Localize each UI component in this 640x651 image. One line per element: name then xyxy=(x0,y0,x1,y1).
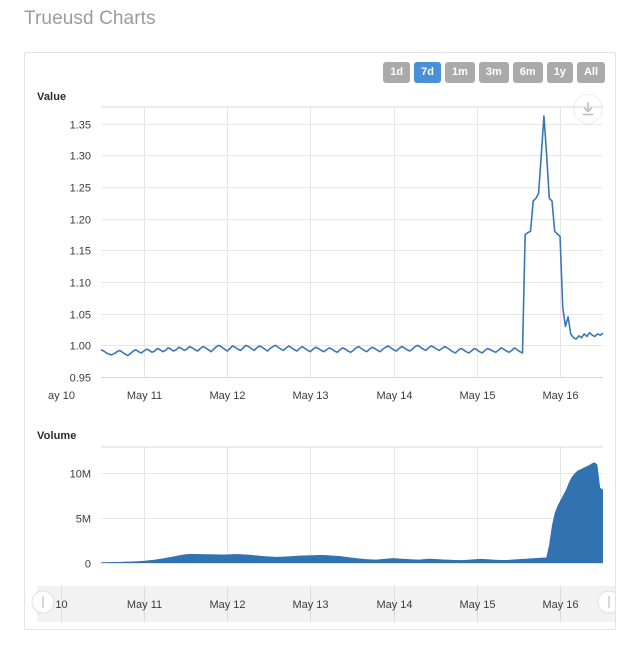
range-selector: 1d 7d 1m 3m 6m 1y All xyxy=(383,62,605,83)
navigator-xtick-label: May 12 xyxy=(209,599,245,611)
range-button-all[interactable]: All xyxy=(576,62,605,83)
value-ytick-label: 1.05 xyxy=(70,310,91,322)
value-xtick-label: May 13 xyxy=(292,390,328,402)
value-chart-title: Value xyxy=(37,91,67,103)
volume-series-area xyxy=(101,462,603,563)
value-xtick-label: May 15 xyxy=(459,390,495,402)
value-ytick-label: 1.15 xyxy=(70,246,91,258)
range-button-3m[interactable]: 3m xyxy=(478,62,509,83)
chart-card: 1d 7d 1m 3m 6m 1y All Value 0.95 1.00 1.05 1.10 1.… xyxy=(24,52,616,630)
value-xtick-label: May 16 xyxy=(542,390,578,402)
value-ytick-label: 1.00 xyxy=(70,341,91,353)
range-button-1d[interactable]: 1d xyxy=(383,62,411,83)
navigator-right-handle[interactable] xyxy=(597,590,615,614)
range-button-7d[interactable]: 7d xyxy=(414,62,441,83)
navigator-xtick-label: May 13 xyxy=(292,599,328,611)
download-icon[interactable] xyxy=(573,94,603,124)
navigator-xtick-label: 10 xyxy=(55,599,67,611)
range-button-1m[interactable]: 1m xyxy=(444,62,475,83)
value-ytick-label: 1.30 xyxy=(70,151,91,163)
navigator-xtick-label: May 11 xyxy=(127,599,162,611)
volume-chart-title: Volume xyxy=(37,430,77,442)
value-xtick-label: May 14 xyxy=(376,390,412,402)
navigator-xtick-label: May 15 xyxy=(459,599,495,611)
value-ytick-label: 0.95 xyxy=(70,373,91,385)
navigator-band[interactable] xyxy=(37,586,615,622)
volume-ytick-label: 10M xyxy=(70,469,91,481)
value-ytick-label: 1.10 xyxy=(70,278,91,290)
range-button-1y[interactable]: 1y xyxy=(546,62,573,83)
value-series-line xyxy=(100,115,604,357)
volume-ytick-label: 0 xyxy=(85,559,91,571)
volume-chart-svg: 0 5M 10M xyxy=(70,446,603,571)
navigator-svg: 10 May 11 May 12 May 13 May 14 May 15 May 16 xyxy=(31,586,615,622)
range-button-6m[interactable]: 6m xyxy=(512,62,543,83)
value-ytick-label: 1.35 xyxy=(70,120,91,132)
value-xtick-label: ay 10 xyxy=(48,390,75,402)
navigator[interactable]: 10 May 11 May 12 May 13 May 14 May 15 May 16 xyxy=(25,580,615,628)
value-xtick-label: May 12 xyxy=(209,390,245,402)
value-chart-plot[interactable]: 0.95 1.00 1.05 1.10 1.15 1.20 1.25 1.30 1.35 ay 1… xyxy=(25,105,615,405)
value-ytick-label: 1.20 xyxy=(70,215,91,227)
page-title: Trueusd Charts xyxy=(24,8,156,29)
volume-ytick-label: 5M xyxy=(76,514,91,526)
navigator-xtick-label: May 14 xyxy=(376,599,412,611)
volume-chart-plot[interactable]: 0 5M 10M xyxy=(25,445,615,585)
value-chart-svg: 0.95 1.00 1.05 1.10 1.15 1.20 1.25 1.30 1.35 ay 1… xyxy=(48,106,604,402)
value-ytick-label: 1.25 xyxy=(70,183,91,195)
navigator-xtick-label: May 16 xyxy=(542,599,578,611)
value-xtick-label: May 11 xyxy=(127,390,162,402)
